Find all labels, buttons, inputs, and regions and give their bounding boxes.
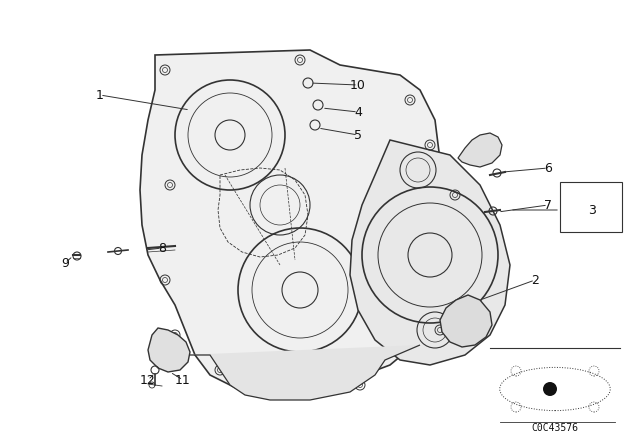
Text: 8: 8 <box>158 241 166 254</box>
Text: 2: 2 <box>531 273 539 287</box>
Polygon shape <box>140 50 470 395</box>
Text: 9: 9 <box>61 257 69 270</box>
Text: 3: 3 <box>588 203 596 216</box>
Text: 12: 12 <box>140 374 156 387</box>
Text: 6: 6 <box>544 161 552 175</box>
Bar <box>560 182 622 232</box>
Polygon shape <box>350 140 510 365</box>
Polygon shape <box>458 133 502 167</box>
Text: 10: 10 <box>350 78 366 91</box>
Text: 11: 11 <box>175 374 191 387</box>
Text: C0C43576: C0C43576 <box>531 423 579 433</box>
Polygon shape <box>185 345 420 400</box>
Circle shape <box>543 382 557 396</box>
Text: 1: 1 <box>96 89 104 102</box>
Text: 4: 4 <box>354 105 362 119</box>
Polygon shape <box>148 328 190 372</box>
Text: 5: 5 <box>354 129 362 142</box>
Polygon shape <box>440 295 492 347</box>
Text: 7: 7 <box>544 198 552 211</box>
